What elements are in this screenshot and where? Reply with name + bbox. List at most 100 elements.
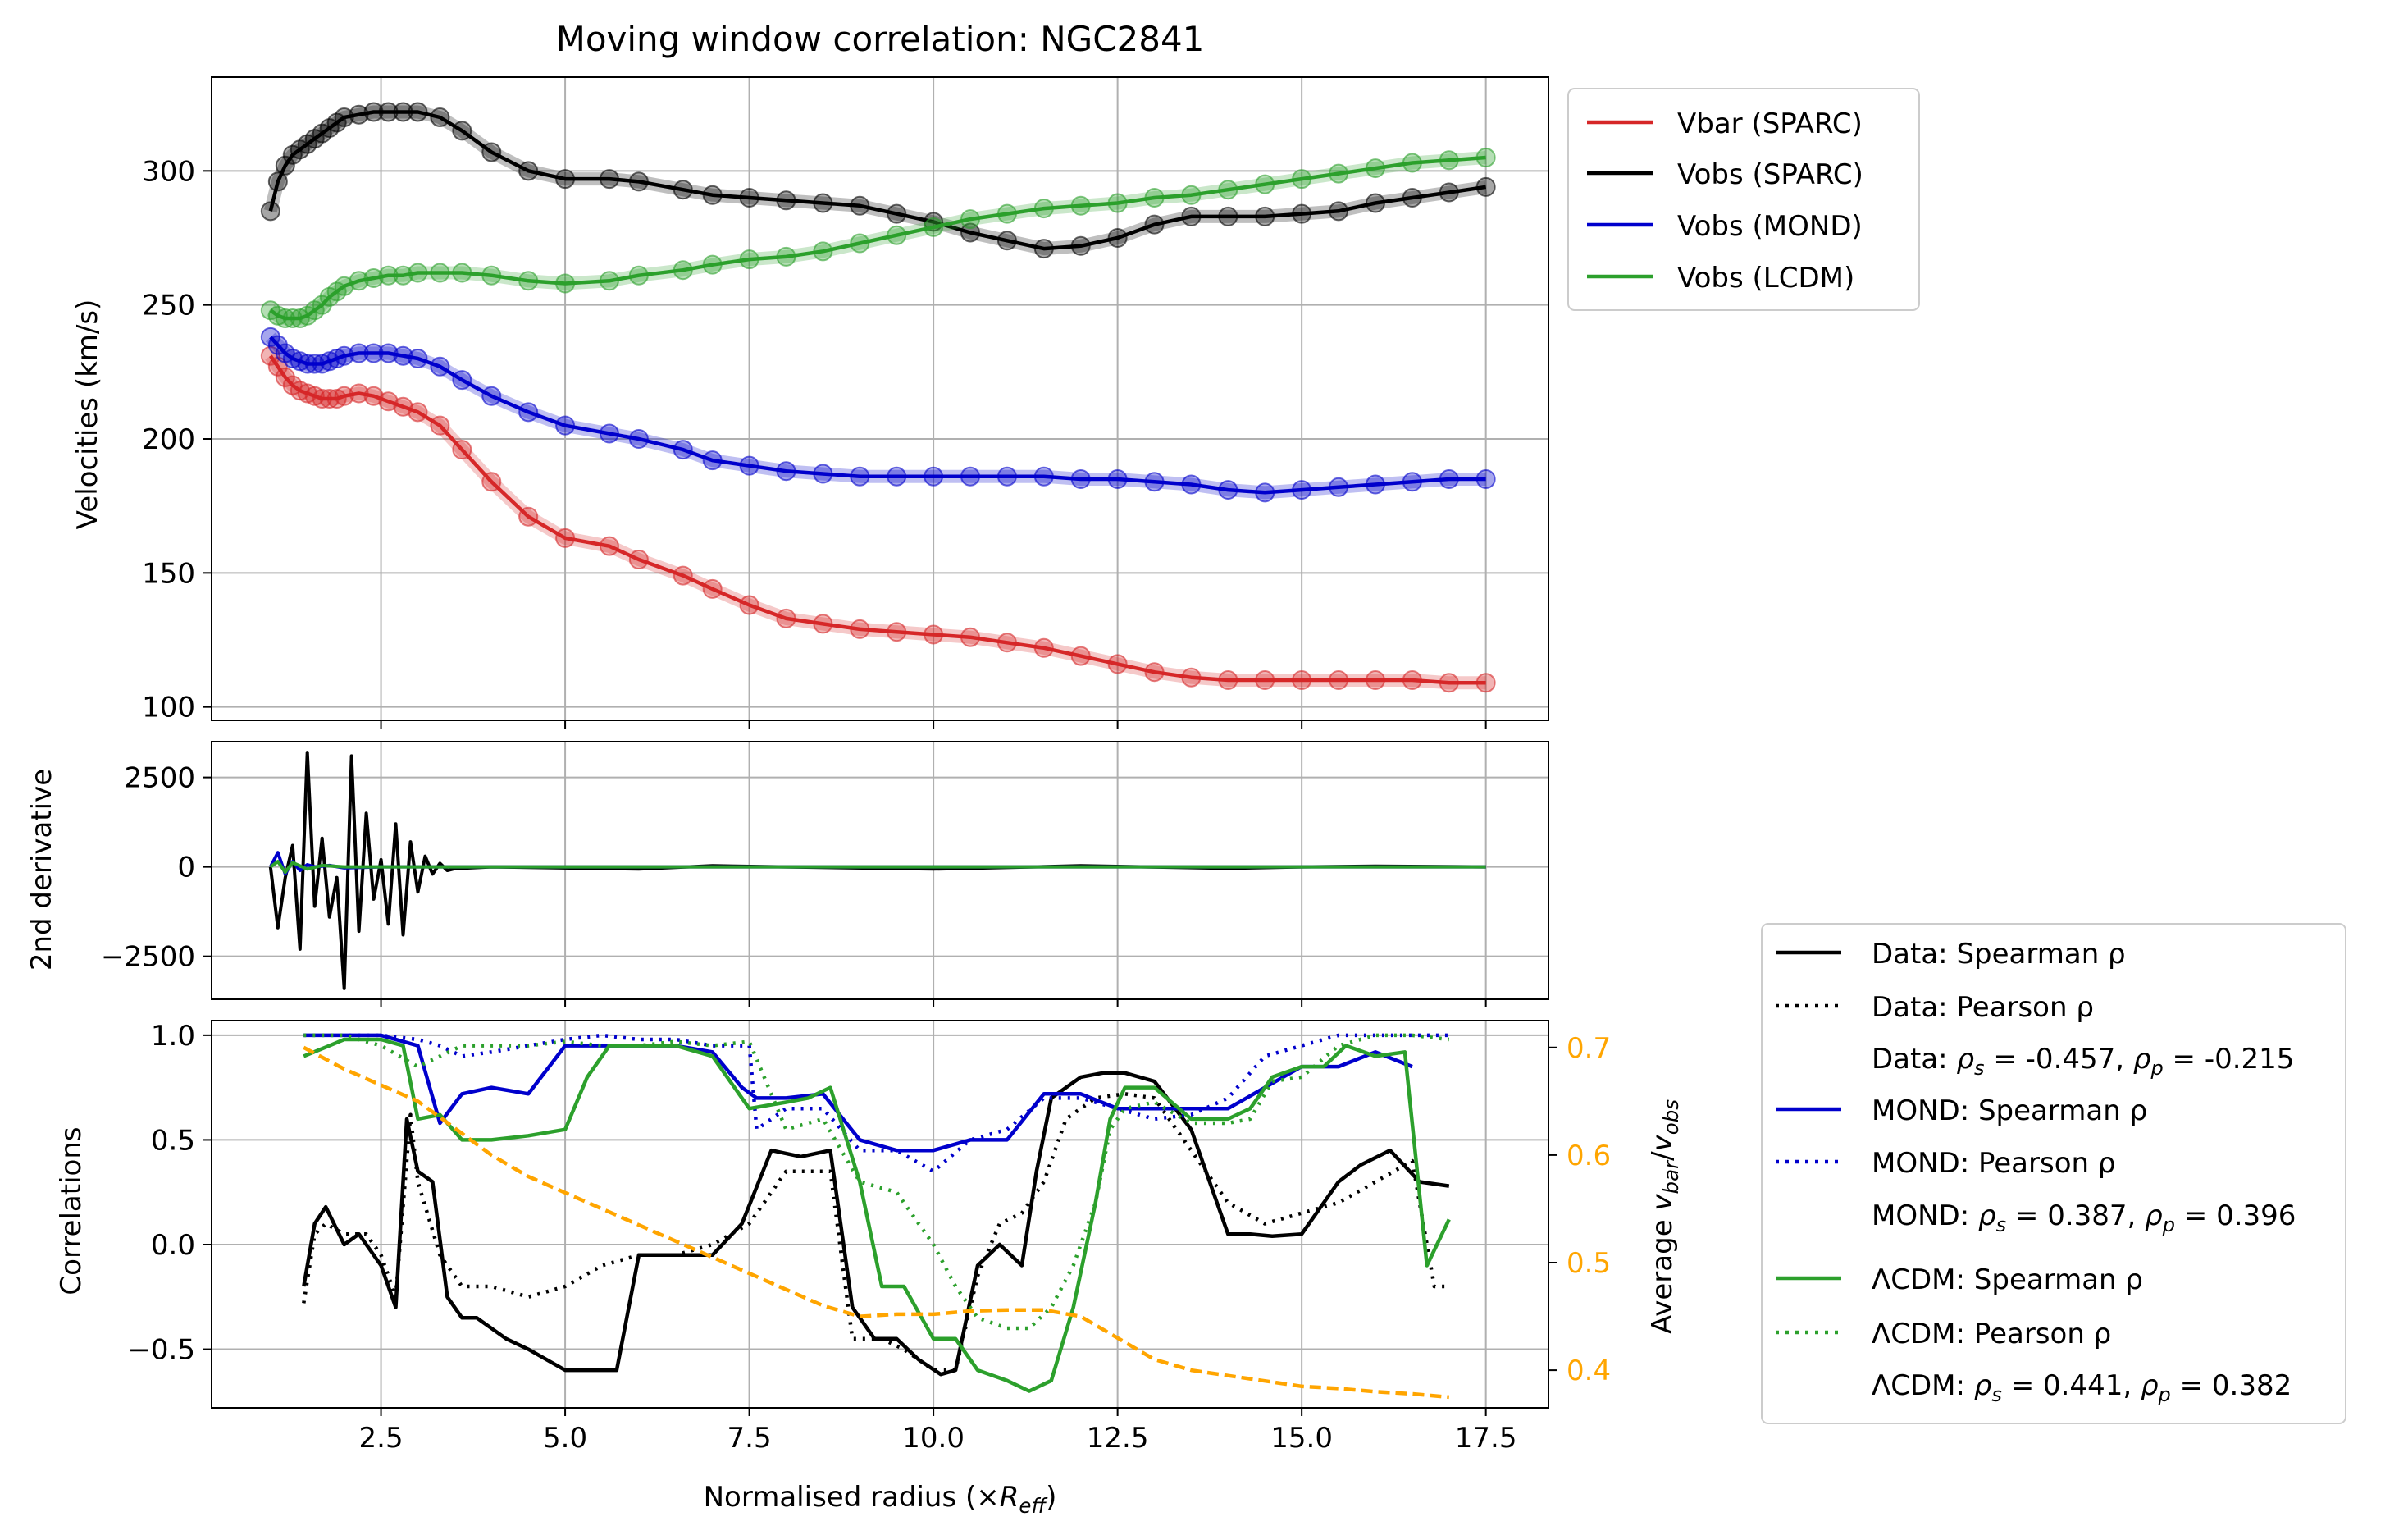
data-point (996, 466, 1017, 487)
data-point (1329, 201, 1349, 222)
data-point (776, 608, 796, 628)
y2-tick-label: 0.6 (1567, 1140, 1611, 1172)
series-line (303, 1033, 1413, 1153)
legend-label-mond-pearson: MOND: Pearson ρ (1872, 1147, 2115, 1180)
data-point (813, 193, 833, 213)
x-tick-label: 10.0 (902, 1422, 965, 1455)
data-point (924, 466, 944, 487)
data-point (1033, 637, 1054, 658)
data-point (452, 440, 472, 460)
data-point (1033, 239, 1054, 259)
data-point (776, 461, 796, 482)
data-point (850, 619, 870, 639)
legend-label-data-stats: Data: ρs = -0.457, ρp = -0.215 (1872, 1043, 2294, 1080)
data-point (1292, 203, 1312, 224)
data-point (673, 440, 693, 460)
data-point (275, 308, 295, 328)
data-point (430, 356, 450, 377)
data-point (628, 171, 649, 192)
data-point (776, 246, 796, 267)
data-point (452, 263, 472, 283)
series-line (302, 1092, 1449, 1373)
data-point (555, 528, 576, 548)
data-point (363, 343, 384, 363)
data-point (518, 402, 539, 423)
x-tick-label: 2.5 (359, 1422, 404, 1455)
data-point (1402, 670, 1422, 690)
data-point (363, 102, 384, 122)
legend-label-mond: Vobs (MOND) (1677, 210, 1863, 243)
data-point (1475, 176, 1496, 197)
series-line (268, 354, 1486, 685)
legend-label-lcdm: Vobs (LCDM) (1677, 262, 1854, 295)
legend-label-lcdm-stats: ΛCDM: ρs = 0.441, ρp = 0.382 (1872, 1369, 2292, 1406)
x-tick-label: 15.0 (1270, 1422, 1333, 1455)
data-point (378, 265, 399, 286)
data-point (312, 295, 332, 315)
data-point (960, 209, 981, 230)
y2-tick-label: 0.5 (1567, 1247, 1611, 1280)
data-point (555, 169, 576, 190)
y2-tick-label: 0.7 (1567, 1032, 1611, 1065)
series-line (269, 155, 1486, 321)
data-point (334, 386, 354, 406)
data-point (260, 327, 280, 347)
data-point (1255, 206, 1275, 226)
data-point (1218, 670, 1238, 690)
y2-axis-label: Average vbar/vobs (1646, 1099, 1683, 1334)
y-tick-label: 0 (177, 852, 195, 884)
data-point (1365, 158, 1385, 179)
data-point (363, 386, 384, 406)
series-line (268, 110, 1487, 251)
data-point (275, 367, 295, 387)
data-point (850, 466, 870, 487)
legend-label-vbar: Vbar (SPARC) (1677, 107, 1863, 140)
data-point (996, 203, 1017, 224)
data-point (702, 185, 723, 205)
x-tick-label: 12.5 (1087, 1422, 1149, 1455)
data-point (393, 396, 413, 417)
data-point (628, 550, 649, 569)
data-point (1070, 646, 1091, 666)
data-point (349, 104, 369, 125)
correlation-legend: Data: Spearman ρ Data: Pearson ρ Data: ρ… (1761, 923, 2346, 1424)
data-point (1439, 673, 1459, 693)
legend-entry-lcdm-pearson: ΛCDM: Pearson ρ (1776, 1318, 2111, 1350)
data-point (1475, 148, 1496, 167)
second-derivative-panel: 2500 0 −2500 (101, 741, 1549, 1007)
data-point (739, 595, 759, 615)
data-point (599, 536, 619, 556)
data-point (599, 423, 619, 444)
data-point (260, 201, 280, 222)
legend-label-lcdm-pearson: ΛCDM: Pearson ρ (1872, 1318, 2111, 1350)
data-point (628, 429, 649, 449)
data-point (1365, 193, 1385, 213)
data-point (673, 180, 693, 200)
data-point (481, 386, 502, 406)
data-point (1181, 206, 1202, 226)
data-point (960, 627, 981, 647)
data-point (378, 343, 399, 363)
legend-entry-mond-spearman: MOND: Spearman ρ (1776, 1094, 2147, 1127)
data-point (275, 155, 295, 176)
data-point (430, 107, 450, 127)
data-point (702, 450, 723, 471)
data-point (739, 188, 759, 208)
data-point (393, 265, 413, 286)
data-point (452, 370, 472, 391)
data-point (1475, 469, 1496, 489)
data-point (481, 472, 502, 492)
data-point (599, 169, 619, 190)
series-line (269, 860, 1486, 875)
legend-entry-vobs: Vobs (SPARC) (1587, 158, 1863, 191)
data-point (960, 222, 981, 243)
data-point (1107, 469, 1128, 489)
y-tick-label: 0.5 (151, 1124, 195, 1157)
series-line (303, 1033, 1450, 1331)
data-point (813, 614, 833, 634)
data-point (673, 260, 693, 281)
data-point (1329, 163, 1349, 184)
data-point (628, 265, 649, 286)
data-point (1218, 480, 1238, 500)
data-point (1107, 654, 1128, 674)
